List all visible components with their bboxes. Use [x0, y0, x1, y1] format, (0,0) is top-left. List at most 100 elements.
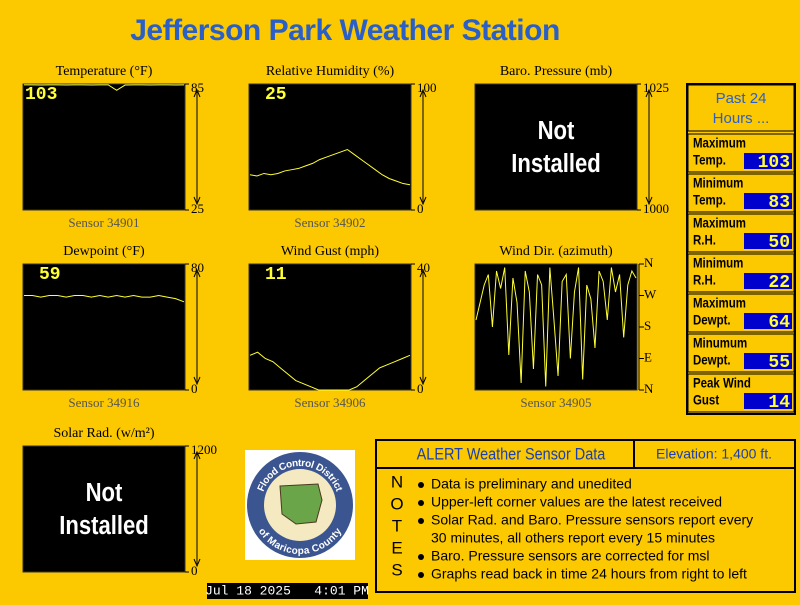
sensor-label: Sensor 34902	[294, 215, 365, 230]
y-tick-label: 0	[191, 563, 198, 578]
y-tick-label: S	[644, 318, 651, 333]
panel-title: Baro. Pressure (mb)	[500, 64, 613, 79]
arrow-head	[193, 268, 201, 278]
y-tick-label: 0	[417, 381, 424, 396]
notes-letter: S	[391, 560, 402, 579]
panel-box	[22, 83, 186, 211]
stat-label: Dewpt.	[693, 352, 731, 368]
panel-box	[22, 263, 186, 391]
notes-letter: N	[391, 472, 403, 491]
arrow-head	[419, 196, 427, 206]
sensor-label: Sensor 34916	[68, 395, 140, 410]
past24-header-text: Past 24	[716, 90, 767, 107]
logo: Flood Control District of Maricopa Count…	[245, 450, 355, 560]
past24-header-text: Hours ...	[713, 110, 770, 127]
bullet	[418, 554, 424, 560]
note-line: Solar Rad. and Baro. Pressure sensors re…	[431, 512, 753, 528]
panel-title: Wind Dir. (azimuth)	[499, 244, 613, 259]
stat-value: 50	[768, 233, 790, 253]
notes-letter: O	[390, 494, 403, 513]
stat-label: Minumum	[693, 335, 747, 351]
stat-label: Maximum	[693, 135, 746, 151]
panel-box	[474, 83, 638, 211]
stat-value: 83	[768, 193, 790, 213]
y-tick-label: E	[644, 349, 652, 364]
sensor-label: Sensor 34905	[520, 395, 591, 410]
bullet	[418, 572, 424, 578]
bullet	[418, 500, 424, 506]
stat-value-bg	[744, 313, 792, 329]
trace	[24, 294, 185, 303]
stat-value-bg	[744, 233, 792, 249]
stat-label: Gust	[693, 392, 720, 408]
latest-value: 11	[265, 265, 287, 285]
notes-letter: E	[391, 538, 402, 557]
stat-label: Minimum	[693, 175, 743, 191]
y-tick-label: 1000	[643, 201, 669, 216]
arrow-head	[419, 268, 427, 278]
y-tick-label: N	[644, 381, 654, 396]
y-tick-label: 25	[191, 201, 204, 216]
timestamp-bg	[207, 583, 368, 599]
stat-label: R.H.	[693, 272, 716, 288]
stat-value: 64	[768, 313, 790, 333]
stat-label: Temp.	[693, 152, 726, 168]
arrow-head	[193, 450, 201, 460]
y-tick-label: 85	[191, 80, 204, 95]
note-line: Upper-left corner values are the latest …	[431, 494, 722, 510]
stat-label: Peak Wind	[693, 375, 751, 391]
stat-value-bg	[744, 193, 792, 209]
sensor-label: Sensor 34901	[68, 215, 139, 230]
trace	[249, 351, 411, 391]
arrow-head	[419, 376, 427, 386]
notes-letter: T	[392, 516, 402, 535]
y-tick-label: N	[644, 255, 654, 270]
note-line: Baro. Pressure sensors are corrected for…	[431, 548, 710, 564]
panel-title: Temperature (°F)	[56, 64, 153, 79]
stat-label: Maximum	[693, 215, 746, 231]
stat-value: 103	[758, 153, 790, 173]
stat-label: Dewpt.	[693, 312, 731, 328]
y-tick-label: 100	[417, 80, 437, 95]
stat-label: Minimum	[693, 255, 743, 271]
note-line: 30 minutes, all others report every 15 m…	[431, 530, 715, 546]
panel-box	[248, 83, 412, 211]
stat-label: R.H.	[693, 232, 716, 248]
y-tick-label: 1200	[191, 442, 217, 457]
not-installed: Not	[538, 116, 575, 145]
not-installed: Installed	[59, 511, 149, 540]
bullet	[418, 482, 424, 488]
trace	[249, 148, 411, 186]
latest-value: 103	[25, 85, 57, 105]
not-installed: Installed	[511, 149, 601, 178]
notes-header: ALERT Weather Sensor Data	[417, 445, 606, 463]
bullet	[418, 518, 424, 524]
panel-title: Dewpoint (°F)	[63, 244, 145, 259]
stat-value-bg	[744, 273, 792, 289]
timestamp: Jul 18 2025 4:01 PM	[205, 583, 369, 598]
sensor-label: Sensor 34906	[294, 395, 366, 410]
elevation: Elevation: 1,400 ft.	[656, 446, 772, 462]
arrow-head	[645, 88, 653, 98]
arrow-head	[193, 196, 201, 206]
panel-title: Wind Gust (mph)	[281, 244, 380, 259]
note-line: Graphs read back in time 24 hours from r…	[431, 566, 747, 582]
stat-label: Temp.	[693, 192, 726, 208]
arrow-head	[419, 88, 427, 98]
note-line: Data is preliminary and unedited	[431, 476, 632, 492]
panel-box	[22, 445, 186, 573]
stat-value: 22	[768, 273, 790, 293]
y-tick-label: 40	[417, 260, 430, 275]
y-tick-label: 80	[191, 260, 204, 275]
trace	[24, 84, 185, 91]
arrow-head	[193, 88, 201, 98]
not-installed: Not	[86, 478, 123, 507]
past24-frame	[686, 83, 796, 415]
arrow-head	[193, 376, 201, 386]
page-title: Jefferson Park Weather Station	[130, 14, 560, 47]
latest-value: 25	[265, 85, 287, 105]
arrow-head	[645, 196, 653, 206]
stat-value-bg	[744, 153, 792, 169]
